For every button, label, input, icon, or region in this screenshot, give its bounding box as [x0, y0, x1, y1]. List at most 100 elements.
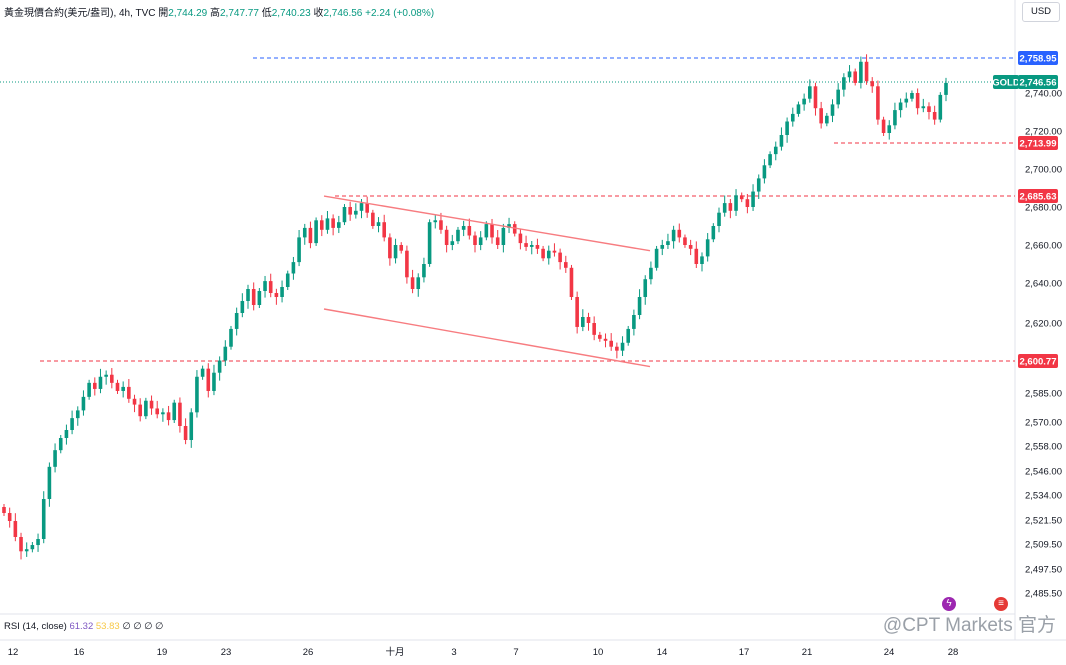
y-tick-label: 2,585.00	[1025, 389, 1062, 400]
us-flag-event-icon[interactable]: ≡	[994, 597, 1008, 611]
candle-body	[495, 237, 500, 245]
high-label: 高	[210, 8, 220, 19]
candle-body	[660, 245, 665, 249]
x-tick-label: 12	[8, 647, 19, 658]
rsi-legend: RSI (14, close) 61.32 53.83 ∅ ∅ ∅ ∅	[4, 621, 163, 632]
y-tick-label: 2,660.00	[1025, 241, 1062, 252]
candle-body	[563, 262, 568, 268]
candle-body	[24, 549, 29, 552]
candle-body	[439, 220, 443, 230]
candle-body	[53, 450, 57, 467]
change-value: +2.24 (+0.08%)	[365, 8, 435, 19]
x-tick-label: 19	[157, 647, 168, 658]
candle-body	[825, 115, 829, 124]
candle-body	[251, 289, 256, 305]
x-tick-label: 3	[451, 647, 456, 658]
price-tag-bg	[1018, 136, 1058, 150]
candle-body	[654, 248, 659, 268]
close-label: 收	[313, 8, 324, 19]
candle-body	[620, 342, 625, 351]
candle-body	[291, 262, 296, 274]
candle-body	[694, 248, 699, 264]
x-tick-label: 17	[739, 647, 750, 658]
y-tick-label: 2,497.50	[1025, 565, 1062, 576]
candle-body	[189, 412, 194, 440]
candle-body	[30, 545, 35, 550]
price-tag-bg	[1018, 51, 1058, 65]
candle-body	[705, 239, 710, 257]
candle-body	[144, 400, 148, 417]
candle-body	[842, 77, 846, 90]
candle-body	[376, 222, 381, 226]
x-tick-label: 26	[303, 647, 314, 658]
y-tick-label: 2,640.00	[1025, 279, 1062, 290]
x-tick-label: 24	[884, 647, 895, 658]
candle-body	[348, 207, 352, 215]
candle-body	[779, 134, 784, 147]
candle-body	[456, 229, 460, 242]
candle-body	[473, 235, 477, 245]
candle-body	[388, 237, 392, 259]
currency-button[interactable]: USD	[1022, 2, 1060, 22]
candle-body	[64, 430, 69, 438]
candle-body	[115, 382, 120, 391]
x-tick-label: 7	[513, 647, 518, 658]
candle-body	[246, 289, 250, 301]
candle-body	[7, 513, 12, 521]
candle-body	[512, 224, 517, 234]
candle-body	[870, 81, 875, 87]
candle-body	[677, 229, 682, 238]
candle-body	[808, 86, 812, 99]
candle-body	[830, 104, 835, 116]
candle-body	[399, 245, 404, 251]
candle-body	[422, 264, 426, 278]
candle-body	[75, 410, 80, 419]
candle-body	[212, 372, 216, 391]
candle-body	[314, 220, 318, 244]
candle-body	[921, 106, 926, 109]
candle-body	[206, 368, 211, 391]
rsi-rest: ∅ ∅ ∅ ∅	[122, 621, 164, 632]
price-tag-bg	[1018, 75, 1058, 89]
candle-body	[790, 113, 795, 122]
price-tag-label: 2,713.99	[1020, 139, 1057, 150]
candle-body	[104, 374, 108, 377]
candle-body	[229, 328, 233, 347]
candle-body	[161, 412, 165, 415]
candle-body	[274, 293, 279, 297]
y-tick-label: 2,700.00	[1025, 165, 1062, 176]
candle-body	[450, 241, 455, 245]
candle-body	[427, 222, 432, 264]
candle-body	[592, 323, 596, 335]
candle-body	[785, 121, 789, 135]
candle-body	[910, 93, 914, 99]
candle-body	[501, 227, 506, 245]
candle-body	[405, 250, 409, 278]
candle-body	[217, 360, 222, 373]
rsi-value-2: 53.83	[95, 621, 120, 632]
candle-body	[615, 346, 619, 351]
candle-body	[223, 346, 228, 361]
candle-body	[195, 376, 199, 413]
candle-body	[541, 248, 545, 259]
candle-body	[524, 243, 528, 247]
lightning-event-icon[interactable]: ϟ	[942, 597, 956, 611]
x-tick-label: 23	[221, 647, 232, 658]
open-label: 開	[158, 8, 169, 19]
candle-body	[552, 250, 557, 253]
candle-body	[354, 210, 358, 215]
candle-body	[490, 224, 494, 238]
candle-body	[433, 220, 438, 223]
candle-body	[155, 408, 160, 415]
candle-body	[58, 438, 63, 451]
y-tick-label: 2,720.00	[1025, 127, 1062, 138]
candle-body	[297, 237, 301, 263]
candle-body	[643, 279, 648, 297]
price-tag-bg	[1018, 354, 1058, 368]
low-value: 2,740.23	[271, 8, 311, 19]
watermark: @CPT Markets 官方	[882, 615, 1056, 636]
candle-body	[172, 402, 177, 421]
price-tag-label: 2,685.63	[1020, 192, 1057, 203]
x-tick-label: 十月	[385, 646, 404, 658]
